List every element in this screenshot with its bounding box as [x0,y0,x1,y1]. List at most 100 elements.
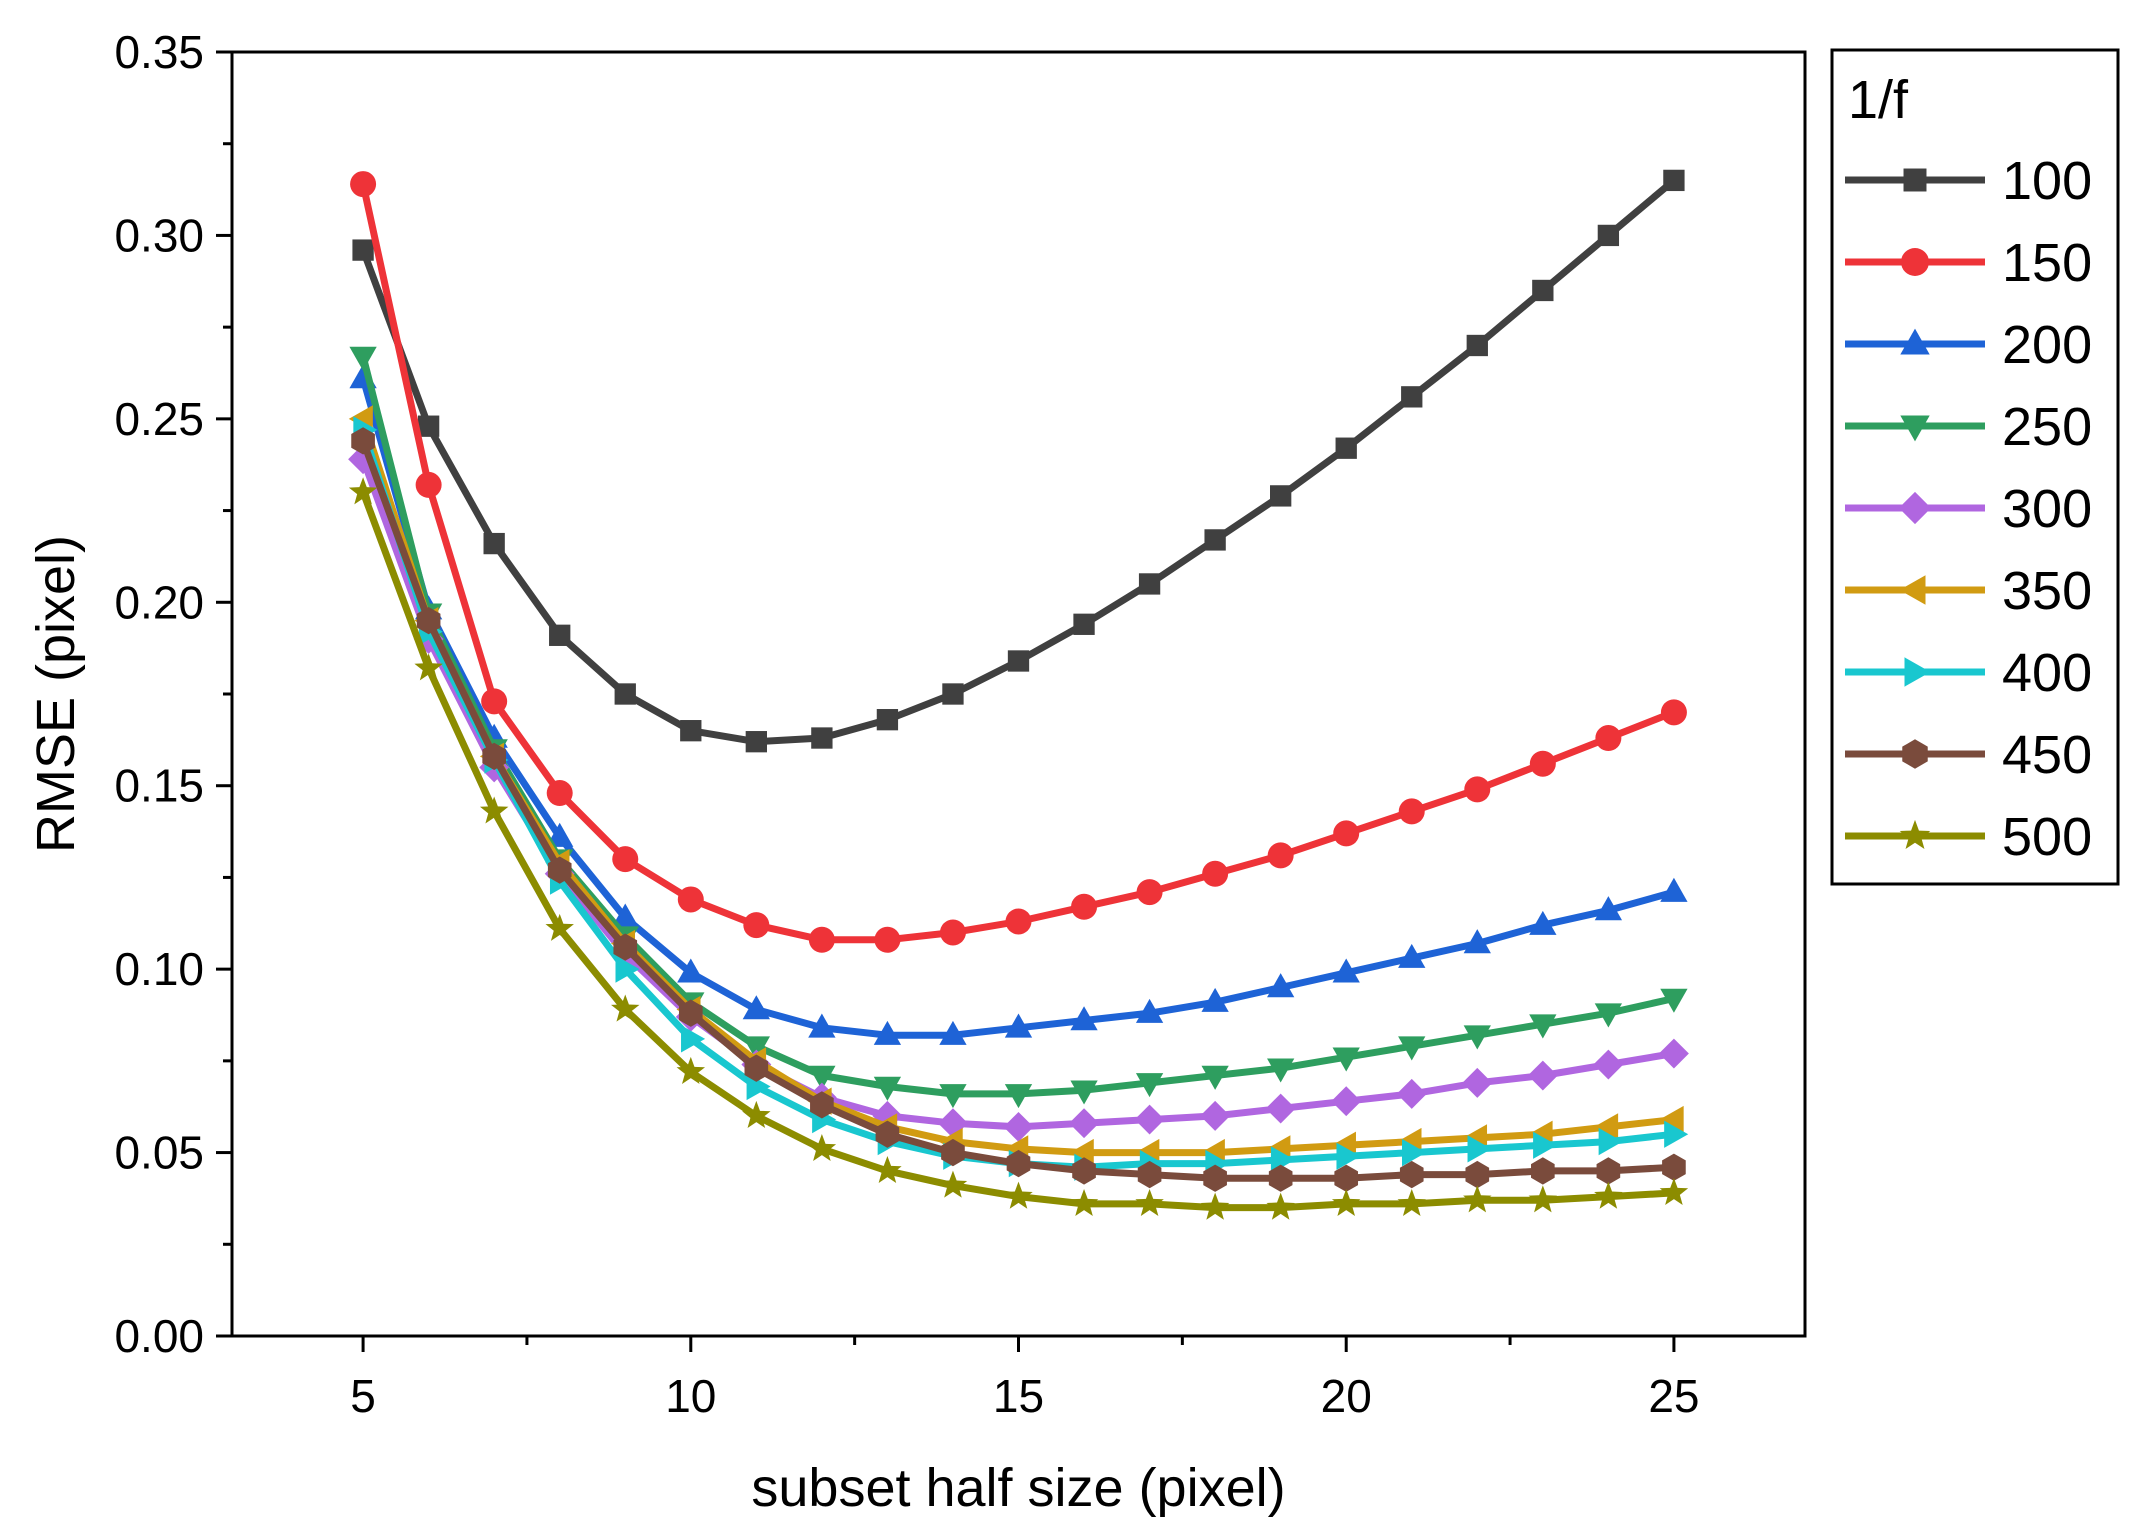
data-point-300 [1396,1078,1427,1109]
data-point-100 [1532,279,1554,302]
data-point-200 [677,958,705,983]
data-point-300 [1593,1049,1624,1080]
data-point-450 [1072,1157,1096,1185]
y-tick-label: 0.05 [114,1127,204,1179]
y-tick-label: 0.10 [114,943,204,995]
legend-label: 250 [2002,397,2092,457]
series-200 [349,364,1688,1045]
data-point-300 [1069,1108,1099,1139]
data-point-500 [414,653,443,681]
data-point-500 [1659,1177,1689,1206]
data-point-350 [1069,1138,1094,1167]
data-point-500 [807,1133,837,1161]
data-point-150 [1595,725,1622,752]
axes-layer: 5 10 15 20 25 0.00 0.05 0.10 0.15 0.20 0.25 0.30 0.3… [114,26,1807,1422]
data-point-250 [1332,1047,1360,1072]
data-point-200 [939,1020,967,1045]
series-layer [348,169,1689,1220]
data-point-350 [1594,1113,1619,1141]
data-point-150 [415,471,442,498]
data-point-250 [1660,988,1688,1013]
data-point-200 [1660,877,1688,902]
data-point-100 [1204,529,1226,551]
data-point-100 [811,727,833,749]
data-point-400 [615,955,640,983]
data-point-300 [1003,1111,1034,1142]
data-point-500 [1200,1192,1230,1220]
data-point-200 [1135,998,1164,1023]
data-point-250 [873,1076,902,1101]
data-point-150 [1333,820,1360,847]
data-point-250 [1070,1080,1098,1105]
data-point-250 [1594,1003,1623,1028]
data-point-300 [938,1108,968,1139]
data-point-250 [1463,1025,1491,1050]
data-point-500 [1528,1185,1558,1213]
data-point-150 [350,171,377,198]
data-point-200 [1004,1013,1033,1038]
data-point-100 [680,720,702,742]
y-tick-label: 0.20 [114,576,204,628]
data-point-150 [1071,893,1098,920]
y-tick-label: 0.30 [114,209,204,261]
data-point-200 [1070,1006,1098,1031]
data-point-100 [942,683,964,705]
data-point-450 [416,606,441,635]
data-point-450 [1268,1164,1293,1192]
series-line-250 [359,355,1675,1098]
data-point-150 [808,926,835,953]
data-point-100 [1007,650,1030,672]
data-point-500 [1069,1188,1099,1217]
x-tick-label: 20 [1321,1370,1372,1422]
data-point-500 [1266,1192,1295,1220]
data-point-500 [1135,1188,1164,1217]
legend-label: 500 [2002,807,2092,867]
data-point-100 [1466,334,1488,357]
data-point-400 [1336,1142,1361,1170]
data-point-150 [743,912,770,939]
data-point-250 [1267,1058,1295,1083]
data-point-150 [1202,860,1229,887]
data-point-250 [1398,1036,1426,1061]
data-point-450 [1596,1157,1621,1185]
data-point-100 [352,239,374,261]
y-tick-label: 0.35 [114,26,204,78]
data-point-400 [1270,1146,1295,1174]
data-point-100 [483,532,505,555]
data-point-100 [614,683,636,705]
data-point-100 [1335,437,1357,459]
data-point-100 [1270,485,1292,507]
x-tick-label: 5 [350,1370,376,1422]
data-point-450 [744,1054,769,1082]
data-point-400 [1598,1127,1623,1156]
data-point-450 [482,742,506,771]
data-point-500 [1594,1181,1623,1209]
x-tick-label: 15 [993,1370,1044,1422]
data-point-500 [1331,1188,1361,1217]
series-line-450 [359,439,1675,1182]
data-point-350 [1659,1105,1684,1134]
data-point-400 [1467,1135,1492,1163]
data-point-200 [1529,910,1557,935]
data-point-150 [612,846,639,873]
data-point-250 [1135,1073,1164,1098]
data-point-250 [1529,1014,1557,1039]
data-point-500 [676,1056,706,1084]
legend-box [1830,48,2120,886]
data-point-450 [678,999,703,1027]
y-tick-label: 0.00 [114,1310,204,1362]
data-point-200 [1332,958,1360,983]
data-point-500 [545,913,574,941]
data-point-200 [1201,987,1229,1012]
data-point-450 [1531,1157,1555,1185]
data-point-450 [613,933,638,961]
data-point-400 [681,1025,706,1053]
legend-label: 400 [2002,643,2092,703]
legend-title: 1/f [1848,70,1909,130]
data-point-150 [677,886,704,913]
data-point-200 [1594,896,1623,921]
data-point-450 [547,856,572,884]
legend-label: 350 [2002,561,2092,621]
data-point-300 [1134,1104,1165,1135]
series-150 [350,171,1687,953]
